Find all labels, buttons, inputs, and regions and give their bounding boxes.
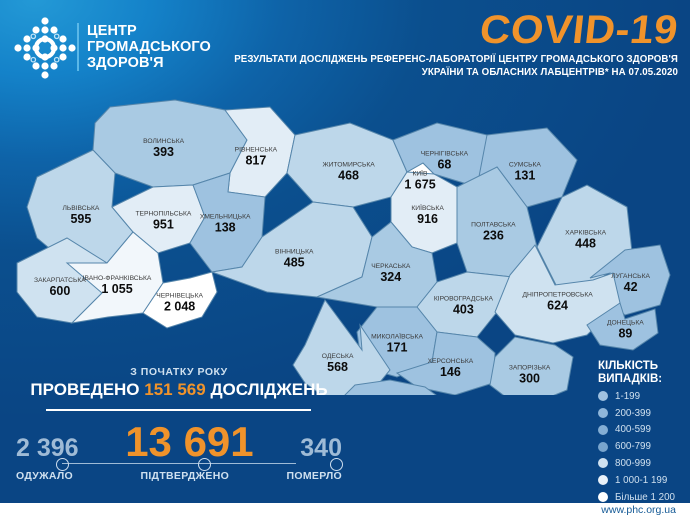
svg-text:КИЇВСЬКА: КИЇВСЬКА [411, 204, 444, 212]
svg-text:ЗАКАРПАТСЬКА: ЗАКАРПАТСЬКА [34, 277, 86, 284]
svg-text:ПОЛТАВСЬКА: ПОЛТАВСЬКА [471, 222, 516, 229]
svg-text:468: 468 [338, 169, 359, 183]
svg-text:2 048: 2 048 [164, 300, 195, 314]
svg-text:600: 600 [49, 284, 70, 298]
svg-text:89: 89 [618, 326, 632, 340]
svg-text:146: 146 [440, 365, 461, 379]
svg-text:916: 916 [417, 212, 438, 226]
svg-text:68: 68 [437, 158, 451, 172]
svg-text:РІВНЕНСЬКА: РІВНЕНСЬКА [235, 146, 278, 153]
svg-text:ЧЕРКАСЬКА: ЧЕРКАСЬКА [371, 263, 411, 270]
svg-text:42: 42 [624, 280, 638, 294]
svg-text:138: 138 [215, 220, 236, 234]
svg-text:448: 448 [575, 237, 596, 251]
svg-text:ВІННИЦЬКА: ВІННИЦЬКА [275, 249, 314, 256]
svg-text:МИКОЛАЇВСЬКА: МИКОЛАЇВСЬКА [371, 333, 423, 341]
svg-text:ДОНЕЦЬКА: ДОНЕЦЬКА [607, 319, 644, 326]
svg-text:ЗАПОРІЗЬКА: ЗАПОРІЗЬКА [509, 365, 551, 372]
svg-text:485: 485 [284, 256, 305, 270]
svg-text:817: 817 [245, 153, 266, 167]
svg-text:ХАРКІВСЬКА: ХАРКІВСЬКА [565, 230, 606, 237]
svg-text:ЛЬВІВСЬКА: ЛЬВІВСЬКА [62, 205, 99, 212]
svg-text:595: 595 [70, 212, 91, 226]
svg-text:171: 171 [387, 341, 408, 355]
svg-text:ДНІПРОПЕТРОВСЬКА: ДНІПРОПЕТРОВСЬКА [522, 292, 593, 299]
svg-text:324: 324 [380, 270, 401, 284]
svg-text:ЧЕРНІВЕЦЬКА: ЧЕРНІВЕЦЬКА [156, 293, 203, 300]
svg-text:КИЇВ: КИЇВ [412, 169, 428, 177]
svg-text:393: 393 [153, 145, 174, 159]
svg-text:ЧЕРНІГІВСЬКА: ЧЕРНІГІВСЬКА [421, 151, 469, 158]
svg-text:236: 236 [483, 229, 504, 243]
svg-text:ЖИТОМИРСЬКА: ЖИТОМИРСЬКА [322, 162, 375, 169]
svg-text:ЛУГАНСЬКА: ЛУГАНСЬКА [611, 273, 650, 280]
svg-text:СУМСЬКА: СУМСЬКА [509, 162, 542, 169]
svg-text:951: 951 [153, 218, 174, 232]
svg-text:ХМЕЛЬНИЦЬКА: ХМЕЛЬНИЦЬКА [200, 213, 251, 220]
svg-text:ХЕРСОНСЬКА: ХЕРСОНСЬКА [428, 358, 474, 365]
svg-text:403: 403 [453, 303, 474, 317]
svg-text:1 055: 1 055 [101, 282, 132, 296]
svg-text:ВОЛИНСЬКА: ВОЛИНСЬКА [143, 138, 185, 145]
svg-text:300: 300 [519, 372, 540, 386]
svg-text:1 675: 1 675 [404, 177, 435, 191]
svg-text:ОДЕСЬКА: ОДЕСЬКА [322, 353, 354, 360]
svg-text:ІВАНО-ФРАНКІВСЬКА: ІВАНО-ФРАНКІВСЬКА [83, 275, 152, 282]
svg-text:ТЕРНОПІЛЬСЬКА: ТЕРНОПІЛЬСЬКА [135, 211, 191, 218]
svg-text:131: 131 [514, 169, 535, 183]
svg-text:КІРОВОГРАДСЬКА: КІРОВОГРАДСЬКА [434, 296, 494, 303]
svg-text:624: 624 [547, 299, 568, 313]
